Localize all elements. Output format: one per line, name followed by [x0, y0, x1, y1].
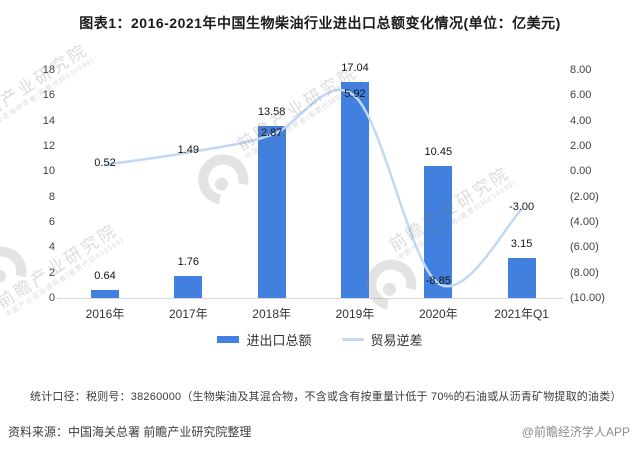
- y-axis-left-tick: 18: [42, 64, 55, 76]
- y-axis-left-tick: 16: [42, 89, 55, 102]
- bar-value-label: 3.15: [510, 238, 533, 251]
- y-axis-left-tick: 4: [48, 241, 55, 254]
- statistics-scope-note: 统计口径：税则号：38260000（生物柴油及其混合物，不含或含有按重量计低于 …: [30, 391, 622, 403]
- bar-2019年: [340, 82, 369, 298]
- bar-value-label: 10.45: [424, 145, 453, 158]
- y-axis-left-tick: 10: [42, 165, 55, 178]
- chart-title: 图表1：2016-2021年中国生物柴油行业进出口总额变化情况(单位：亿美元): [79, 15, 561, 31]
- x-axis-label: 2019年: [335, 307, 375, 321]
- bar-value-label: 0.64: [94, 269, 116, 282]
- line-value-label: 1.49: [177, 144, 200, 157]
- legend-bar-swatch: [217, 336, 240, 343]
- bar-2016年: [91, 289, 119, 298]
- y-axis-right-tick: (6.00): [570, 241, 599, 254]
- data-source-text: 资料来源：中国海关总署 前瞻产业研究院整理: [8, 425, 252, 439]
- y-axis-left-tick: 14: [42, 114, 55, 127]
- y-axis-right-tick: 6.00: [570, 89, 592, 102]
- bar-value-label: 17.04: [341, 62, 369, 75]
- y-axis-right-tick: 8.00: [570, 64, 592, 76]
- x-axis-label: 2016年: [85, 307, 125, 321]
- y-axis-left-tick: 8: [48, 190, 55, 203]
- y-axis-right-tick: (2.00): [570, 190, 599, 203]
- x-axis-line: [57, 298, 563, 299]
- y-axis-right-tick: 0.00: [570, 165, 592, 178]
- line-value-label: 0.52: [94, 156, 116, 169]
- y-axis-right-tick: 4.00: [570, 114, 592, 127]
- bar-2017年: [174, 275, 203, 298]
- credit-text: @前瞻经济学人APP: [521, 425, 630, 439]
- y-axis-left-tick: 0: [48, 292, 55, 304]
- bar-2018年: [257, 125, 286, 298]
- legend-line-swatch: [341, 338, 364, 341]
- line-value-label: 5.92: [344, 88, 366, 101]
- x-axis-label: 2017年: [168, 307, 208, 321]
- y-axis-left-tick: 6: [48, 216, 55, 228]
- x-axis-label: 2021年Q1: [494, 307, 549, 321]
- legend: 进出口总额 贸易逆差: [0, 330, 640, 349]
- x-axis-label: 2020年: [418, 307, 458, 321]
- bar-value-label: 13.58: [257, 105, 286, 118]
- y-axis-right-tick: (4.00): [570, 216, 599, 228]
- legend-line-label: 贸易逆差: [370, 333, 423, 348]
- bar-value-label: 1.76: [177, 255, 200, 268]
- x-axis-label: 2018年: [252, 307, 291, 321]
- y-axis-right-tick: (8.00): [570, 266, 599, 279]
- source-row: 资料来源：中国海关总署 前瞻产业研究院整理 @前瞻经济学人APP: [8, 423, 630, 440]
- y-axis-right-tick: 2.00: [570, 140, 592, 152]
- line-value-label: -8.85: [425, 275, 451, 288]
- y-axis-right-tick: (10.00): [570, 292, 605, 304]
- legend-bar-label: 进出口总额: [246, 333, 312, 348]
- y-axis-left-tick: 12: [42, 140, 55, 152]
- line-value-label: 2.87: [260, 126, 283, 139]
- line-value-label: -3.00: [509, 201, 535, 214]
- y-axis-left-tick: 2: [48, 266, 55, 279]
- legend-item-trade-deficit: 贸易逆差: [341, 330, 423, 349]
- legend-item-import-export-total: 进出口总额: [217, 330, 312, 349]
- bar-2021年Q1: [507, 258, 536, 298]
